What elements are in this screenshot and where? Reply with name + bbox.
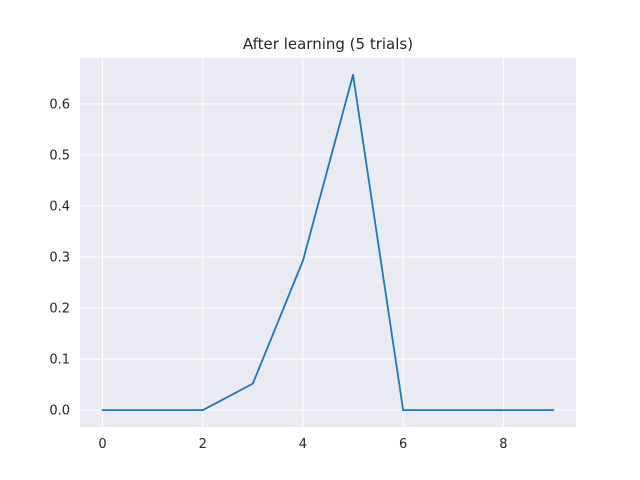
x-tick-labels: 0 2 4 6 8 [98, 437, 507, 452]
y-tick-label: 0.6 [49, 97, 70, 112]
x-tick-label: 6 [399, 437, 407, 452]
y-tick-label: 0.0 [49, 404, 70, 419]
chart-title: After learning (5 trials) [243, 35, 413, 53]
y-tick-labels: 0.0 0.1 0.2 0.3 0.4 0.5 0.6 [49, 97, 70, 418]
series-line [101, 73, 555, 412]
y-tick-label: 0.5 [49, 148, 70, 163]
y-tick-label: 0.4 [49, 200, 70, 215]
y-tick-label: 0.3 [49, 251, 70, 266]
series-layer [101, 73, 555, 412]
x-tick-label: 8 [499, 437, 507, 452]
plot-area [80, 58, 576, 427]
y-tick-label: 0.1 [49, 353, 70, 368]
x-tick-label: 0 [98, 437, 106, 452]
x-tick-label: 4 [299, 437, 307, 452]
x-tick-label: 2 [199, 437, 207, 452]
y-tick-label: 0.2 [49, 302, 70, 317]
